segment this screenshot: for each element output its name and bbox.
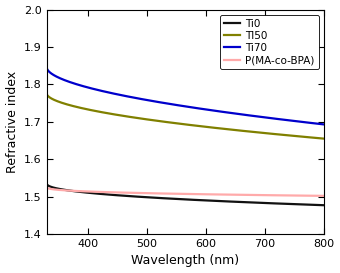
P(MA-co-BPA) (322, 194, 326, 197)
Ti70 (157, 100, 161, 104)
P(MA-co-BPA) (73, 189, 77, 192)
Line: TI50: TI50 (47, 94, 324, 139)
Ti70 (235, 112, 239, 115)
P(MA-co-BPA) (261, 194, 265, 197)
TI50 (261, 131, 265, 135)
TI50 (235, 129, 239, 132)
Ti0 (235, 200, 239, 203)
Legend: Ti0, TI50, Ti70, P(MA-co-BPA): Ti0, TI50, Ti70, P(MA-co-BPA) (220, 15, 319, 69)
Ti0 (167, 197, 171, 200)
Ti0 (157, 196, 161, 200)
Ti0 (266, 201, 270, 205)
P(MA-co-BPA) (235, 193, 239, 196)
TI50 (322, 137, 326, 140)
TI50 (73, 105, 77, 108)
Ti70 (167, 102, 171, 105)
X-axis label: Wavelength (nm): Wavelength (nm) (131, 254, 239, 268)
Ti70 (261, 115, 265, 119)
Line: Ti70: Ti70 (47, 67, 324, 124)
TI50 (167, 121, 171, 124)
Ti70 (266, 116, 270, 119)
Line: Ti0: Ti0 (47, 183, 324, 205)
Ti0 (45, 182, 49, 185)
Y-axis label: Refractive index: Refractive index (5, 71, 19, 173)
Line: P(MA-co-BPA): P(MA-co-BPA) (47, 187, 324, 196)
TI50 (157, 119, 161, 123)
TI50 (45, 92, 49, 95)
P(MA-co-BPA) (157, 192, 161, 195)
P(MA-co-BPA) (45, 185, 49, 189)
Ti70 (73, 82, 77, 85)
P(MA-co-BPA) (266, 194, 270, 197)
P(MA-co-BPA) (167, 192, 171, 195)
Ti70 (322, 123, 326, 126)
Ti70 (45, 66, 49, 69)
Ti0 (73, 190, 77, 193)
Ti0 (261, 201, 265, 204)
TI50 (266, 132, 270, 135)
Ti0 (322, 204, 326, 207)
